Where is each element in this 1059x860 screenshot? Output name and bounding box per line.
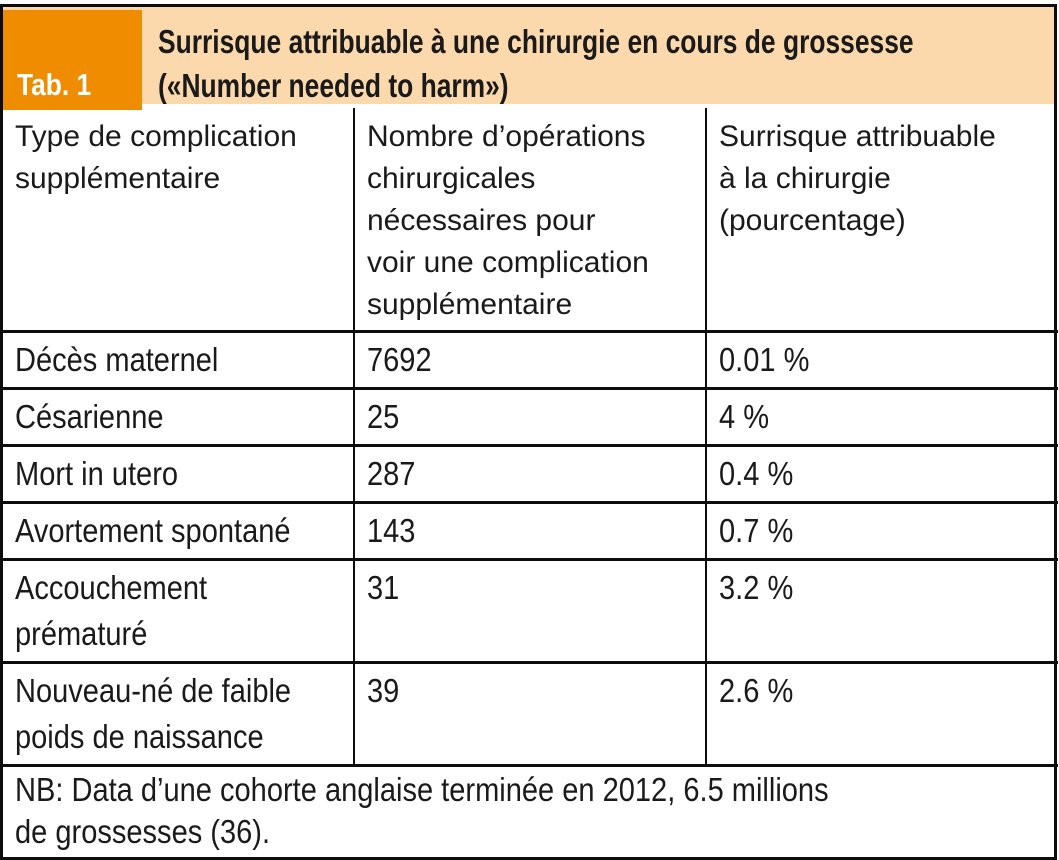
cell-complication-type-text: Césarienne — [15, 398, 164, 435]
cell-excess-risk-text: 3.2 % — [719, 569, 794, 606]
cell-excess-risk: 0.4 % — [705, 444, 1058, 504]
cell-excess-risk: 0.7 % — [705, 501, 1058, 561]
cell-excess-risk-text: 0.01 % — [719, 341, 810, 378]
cell-operations-needed-text: 287 — [367, 455, 416, 492]
cell-operations-needed-text: 7692 — [367, 341, 432, 378]
cell-complication-type-text: Accouchement prématuré — [15, 569, 208, 652]
cell-complication-type-text: Mort in utero — [15, 455, 179, 492]
table-row: Césarienne 25 4 % — [3, 387, 1058, 447]
cell-complication-type: Décès maternel — [3, 330, 355, 390]
table-title-text: Surrisque attribuable à une chirurgie en… — [158, 23, 914, 104]
table-number-badge: Tab. 1 — [3, 10, 142, 110]
header-band: Tab. 1 Surrisque attribuable à une chiru… — [3, 7, 1054, 110]
cell-complication-type: Accouchement prématuré — [3, 558, 355, 664]
table-figure: Tab. 1 Surrisque attribuable à une chiru… — [0, 4, 1058, 860]
table-row: Avortement spontané 143 0.7 % — [3, 501, 1058, 561]
note-row: NB: Data d’une cohorte anglaise terminée… — [3, 764, 1058, 857]
cell-complication-type: Césarienne — [3, 387, 355, 447]
table-note-text: NB: Data d’une cohorte anglaise terminée… — [15, 771, 829, 850]
cell-excess-risk: 3.2 % — [705, 558, 1058, 664]
cell-excess-risk-text: 2.6 % — [719, 672, 794, 709]
cell-operations-needed: 7692 — [353, 330, 707, 390]
cell-operations-needed-text: 25 — [367, 398, 400, 435]
cell-excess-risk: 0.01 % — [705, 330, 1058, 390]
cell-operations-needed: 143 — [353, 501, 707, 561]
cell-complication-type: Mort in utero — [3, 444, 355, 504]
table-row: Décès maternel 7692 0.01 % — [3, 330, 1058, 390]
cell-complication-type-text: Décès maternel — [15, 341, 219, 378]
table-body: Décès maternel 7692 0.01 % Césarienne 25 4 % M… — [3, 330, 1058, 767]
table-footer: NB: Data d’une cohorte anglaise terminée… — [3, 764, 1058, 857]
cell-operations-needed-text: 31 — [367, 569, 400, 606]
cell-operations-needed: 25 — [353, 387, 707, 447]
header-row: Type de complication supplémentaire Nomb… — [3, 108, 1058, 333]
table-row: Accouchement prématuré 31 3.2 % — [3, 558, 1058, 664]
cell-operations-needed-text: 143 — [367, 512, 416, 549]
cell-operations-needed-text: 39 — [367, 672, 400, 709]
cell-excess-risk-text: 0.4 % — [719, 455, 794, 492]
table-title: Surrisque attribuable à une chirurgie en… — [158, 20, 1040, 108]
band-table-gap — [3, 104, 1054, 108]
column-header-operations-needed: Nombre d’opérations chirurgicales nécess… — [353, 108, 707, 333]
cell-operations-needed: 31 — [353, 558, 707, 664]
cell-excess-risk-text: 0.7 % — [719, 512, 794, 549]
column-header-complication-type: Type de complication supplémentaire — [3, 108, 355, 333]
cell-operations-needed: 287 — [353, 444, 707, 504]
column-header-excess-risk: Surrisque attribuable à la chirurgie (po… — [705, 108, 1058, 333]
table-row: Mort in utero 287 0.4 % — [3, 444, 1058, 504]
cell-complication-type: Avortement spontané — [3, 501, 355, 561]
cell-complication-type-text: Nouveau-né de faible poids de naissance — [15, 672, 292, 755]
cell-excess-risk: 4 % — [705, 387, 1058, 447]
cell-operations-needed: 39 — [353, 661, 707, 767]
table-note-cell: NB: Data d’une cohorte anglaise terminée… — [3, 764, 1058, 857]
table-header: Type de complication supplémentaire Nomb… — [3, 108, 1058, 333]
cell-complication-type-text: Avortement spontané — [15, 512, 291, 549]
table-number-label: Tab. 1 — [17, 67, 92, 102]
cell-complication-type: Nouveau-né de faible poids de naissance — [3, 661, 355, 767]
cell-excess-risk: 2.6 % — [705, 661, 1058, 767]
table-row: Nouveau-né de faible poids de naissance 3… — [3, 661, 1058, 767]
data-table: Type de complication supplémentaire Nomb… — [3, 108, 1058, 857]
cell-excess-risk-text: 4 % — [719, 398, 770, 435]
